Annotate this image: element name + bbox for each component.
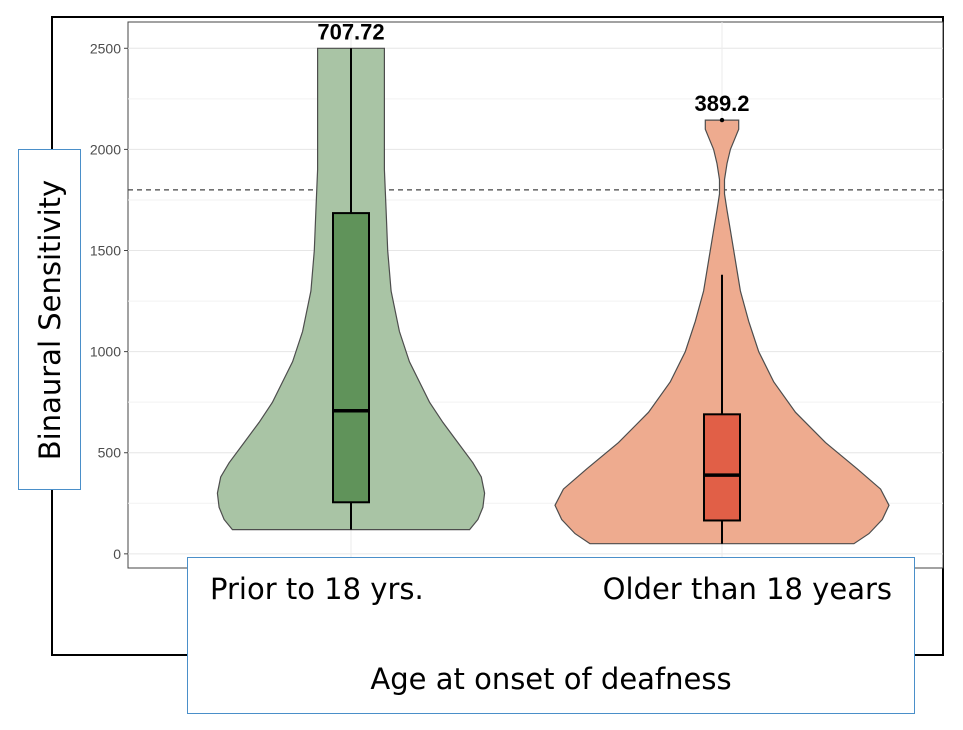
y-tick-label: 1000 — [90, 344, 121, 360]
y-axis-title: Binaural Sensitivity — [32, 179, 67, 460]
violin-group-older: 389.2 — [554, 91, 890, 545]
outlier-point — [719, 117, 725, 123]
iqr-box — [332, 212, 370, 504]
y-tick-label: 500 — [98, 445, 122, 461]
y-axis: 0 500 1000 1500 2000 2500 — [90, 40, 128, 562]
violins: 707.72 389.2 — [216, 19, 890, 545]
median-value-label: 707.72 — [317, 19, 384, 44]
y-tick-label: 1500 — [90, 243, 121, 259]
iqr-box — [703, 413, 741, 522]
y-tick-label: 2500 — [90, 40, 121, 56]
violin-group-prior: 707.72 — [216, 19, 486, 531]
y-axis-title-box: Binaural Sensitivity — [18, 149, 81, 490]
x-category-label-prior: Prior to 18 yrs. — [210, 572, 424, 606]
x-category-label-older: Older than 18 years — [602, 572, 892, 606]
y-tick-label: 0 — [113, 546, 121, 562]
y-tick-label: 2000 — [90, 141, 121, 157]
x-axis-box: Prior to 18 yrs. Older than 18 years Age… — [187, 557, 915, 714]
x-axis-title: Age at onset of deafness — [370, 662, 732, 696]
median-value-label: 389.2 — [694, 91, 749, 116]
